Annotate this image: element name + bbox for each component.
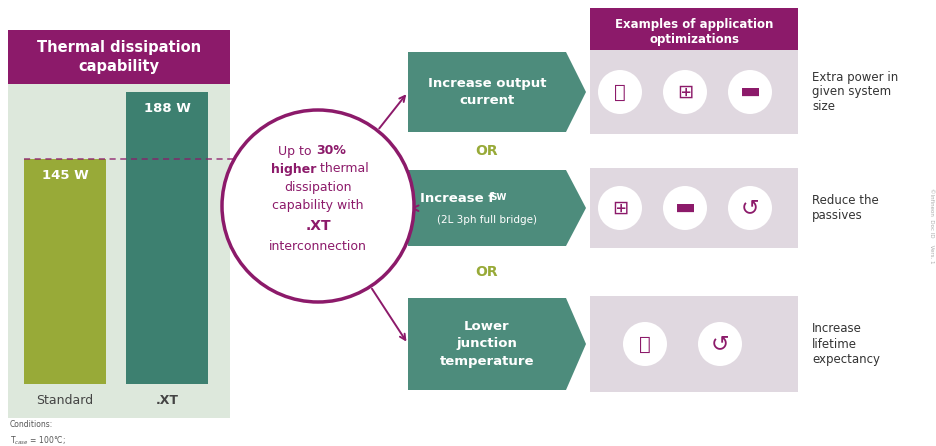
Circle shape [663,70,707,114]
Circle shape [663,186,707,230]
Text: Thermal dissipation
capability: Thermal dissipation capability [37,40,201,74]
Text: Increase
lifetime
expectancy: Increase lifetime expectancy [812,322,880,366]
FancyBboxPatch shape [126,92,208,384]
Text: .XT: .XT [155,393,179,406]
Text: Increase output
current: Increase output current [428,77,547,107]
Text: 145 W: 145 W [41,169,88,182]
Text: Reduce the
passives: Reduce the passives [812,194,879,222]
Text: OR: OR [475,265,498,279]
Circle shape [728,186,772,230]
Text: ⬛: ⬛ [639,334,651,354]
Circle shape [728,70,772,114]
Text: Extra power in
given system
size: Extra power in given system size [812,70,899,113]
Circle shape [698,322,742,366]
Text: SW: SW [490,193,506,202]
Text: capability with: capability with [272,198,364,211]
FancyBboxPatch shape [590,8,798,56]
Text: ⊞: ⊞ [612,198,628,218]
Text: dissipation: dissipation [285,181,352,194]
Text: ▬: ▬ [675,198,695,218]
Text: 188 W: 188 W [143,102,190,115]
Text: higher: higher [271,162,316,175]
Text: (2L 3ph full bridge): (2L 3ph full bridge) [437,215,537,225]
Text: Up to: Up to [279,145,316,157]
Circle shape [598,70,642,114]
Text: ↺: ↺ [710,334,729,354]
Text: Increase f: Increase f [420,191,494,205]
Text: 30%: 30% [316,145,346,157]
Polygon shape [408,298,586,390]
Text: OR: OR [475,144,498,158]
Text: ⬛: ⬛ [614,83,626,102]
Text: ↺: ↺ [740,198,759,218]
Circle shape [598,186,642,230]
Polygon shape [408,52,586,132]
Text: interconnection: interconnection [269,240,367,252]
Circle shape [222,110,414,302]
Text: Lower
junction
temperature: Lower junction temperature [440,321,534,368]
Text: Conditions:
T$_{case}$ = 100°C;
CoolSiC™ MOSFET: 20 mOhm, IMZA120R020M1H: Conditions: T$_{case}$ = 100°C; CoolSiC™… [10,420,197,446]
Text: .XT: .XT [305,219,330,233]
Polygon shape [408,170,586,246]
FancyBboxPatch shape [590,296,798,392]
FancyBboxPatch shape [590,168,798,248]
FancyBboxPatch shape [24,159,106,384]
Text: thermal: thermal [316,162,369,175]
FancyBboxPatch shape [8,30,230,418]
Text: ©Infineon  Doc ID    Vers. 1: ©Infineon Doc ID Vers. 1 [929,188,933,264]
Text: ⊞: ⊞ [677,83,694,102]
Text: Standard: Standard [37,393,94,406]
Circle shape [623,322,667,366]
Text: ▬: ▬ [739,82,761,102]
FancyBboxPatch shape [590,50,798,134]
FancyBboxPatch shape [8,30,230,84]
Text: Examples of application
optimizations: Examples of application optimizations [615,18,773,46]
